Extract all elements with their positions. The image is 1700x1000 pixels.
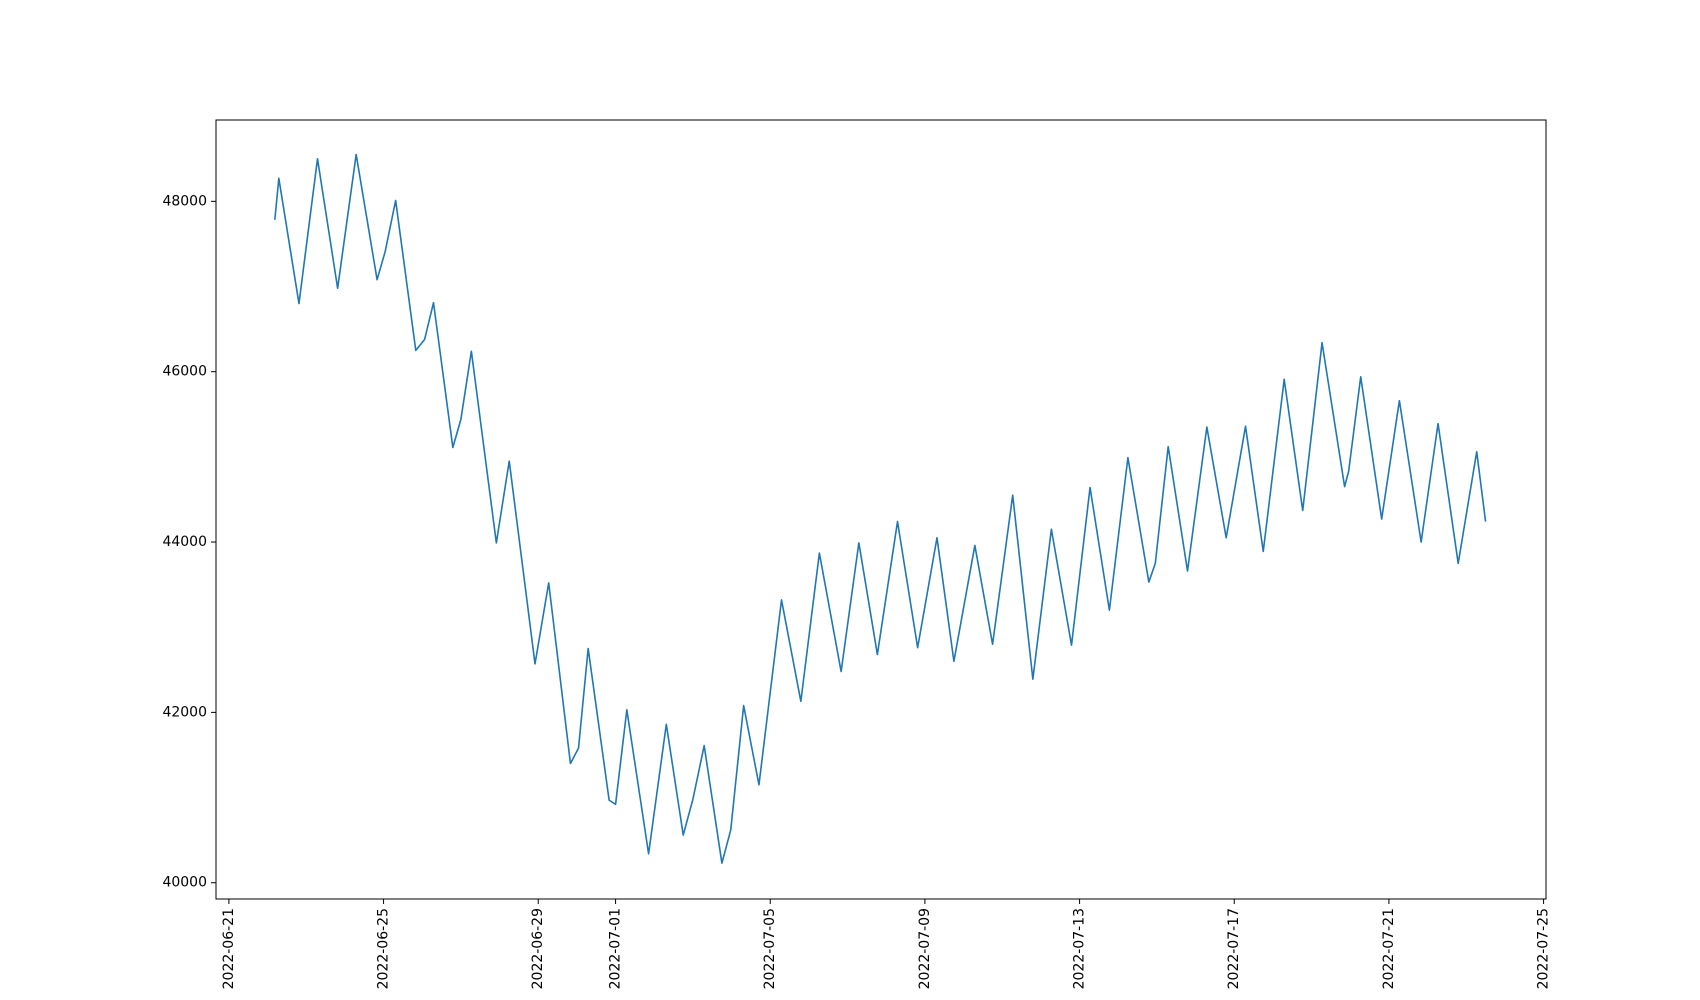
x-tick-label: 2022-07-21: [1381, 908, 1397, 989]
x-tick-label: 2022-07-17: [1226, 908, 1242, 989]
x-tick-label: 2022-06-25: [376, 908, 392, 989]
y-tick-label: 46000: [162, 364, 207, 380]
x-tick-label: 2022-06-29: [530, 908, 546, 989]
data-line: [274, 153, 1487, 864]
x-tick-label: 2022-07-05: [762, 908, 778, 989]
x-tick-label: 2022-07-25: [1536, 908, 1552, 989]
y-tick-label: 40000: [162, 875, 207, 891]
x-tick-label: 2022-07-01: [608, 908, 624, 989]
x-tick-label: 2022-06-21: [221, 908, 237, 989]
y-tick-label: 44000: [162, 534, 207, 550]
x-tick-label: 2022-07-09: [917, 908, 933, 989]
y-tick-label: 48000: [162, 193, 207, 209]
plot-frame: [215, 119, 1547, 900]
x-tick-label: 2022-07-13: [1072, 908, 1088, 989]
y-tick-label: 42000: [162, 704, 207, 720]
